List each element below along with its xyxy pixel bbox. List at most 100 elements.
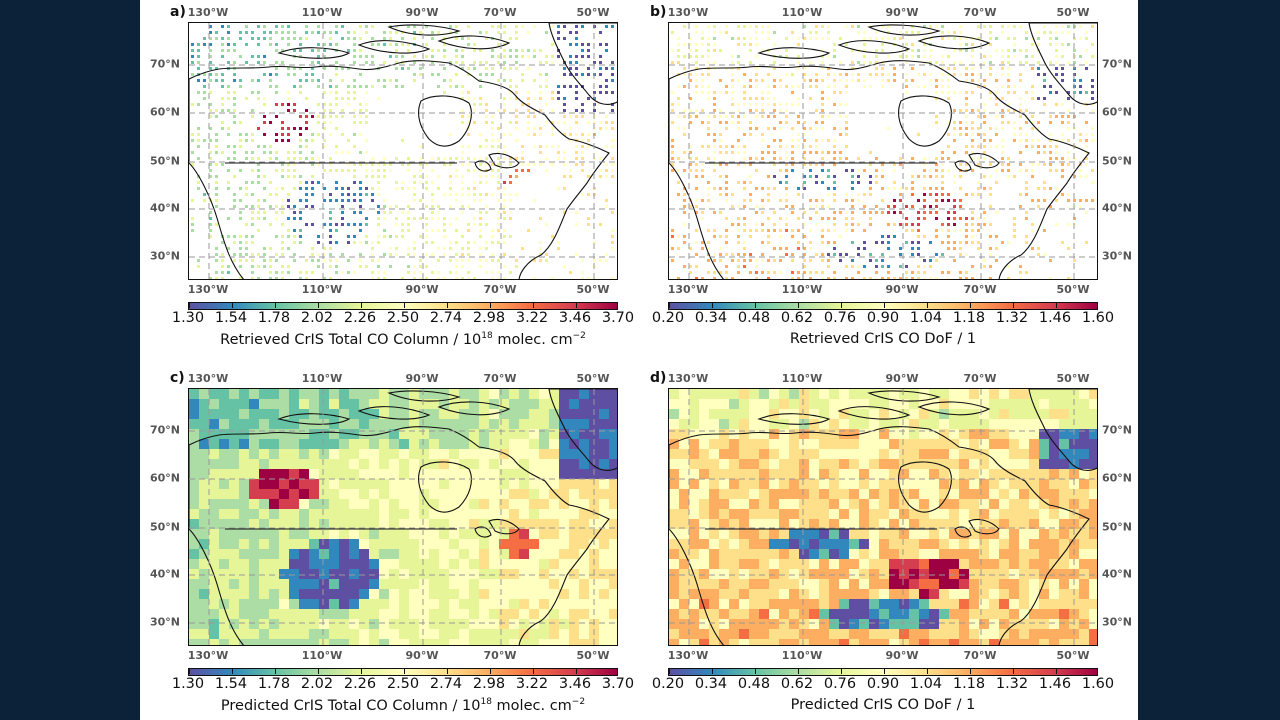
colorbar-tick (1013, 669, 1014, 674)
colorbar-tick (1056, 669, 1057, 674)
colorbar-tick (404, 669, 405, 674)
lat-label: 40°N (150, 201, 181, 215)
lon-label-bottom: 90°W (885, 283, 919, 296)
lat-label: 70°N (150, 57, 181, 71)
colorbar-title-exponent: 18 (480, 697, 492, 707)
colorbar-tick-label: 1.60 (1081, 310, 1115, 326)
lon-label-bottom: 50°W (576, 283, 610, 296)
colorbar-tick-label: 2.50 (386, 310, 420, 326)
lon-label-bottom: 90°W (405, 649, 439, 662)
lat-label: 30°N (150, 615, 181, 629)
colorbar-title-text: Predicted CrIS Total CO Column / 10 (220, 697, 481, 714)
colorbar-tick-label: 0.20 (651, 310, 685, 326)
lon-label-bottom: 50°W (1056, 649, 1090, 662)
colorbar-tick-label: 2.98 (472, 310, 506, 326)
lat-label: 70°N (150, 423, 181, 437)
lon-label-bottom: 130°W (187, 283, 229, 296)
colorbar-tick (755, 303, 756, 308)
colorbar-title-text: Retrieved CrIS Total CO Column / 10 (220, 331, 482, 348)
colorbar-tick-label: 2.50 (386, 676, 420, 692)
colorbar-tick (232, 669, 233, 674)
colorbar-tick-label: 0.76 (823, 310, 857, 326)
colorbar-tick-label: 1.60 (1081, 676, 1115, 692)
map-frame (668, 22, 1098, 280)
lon-label-bottom: 90°W (405, 283, 439, 296)
figure: a) 130°W 130°W 110°W 110°W 90°W 90°W 70°W 70°W 50… (140, 0, 1138, 720)
lon-label-bottom: 70°W (483, 283, 517, 296)
colorbar-tick-label: 2.02 (300, 676, 334, 692)
colorbar-tick (361, 303, 362, 308)
colorbar-tick (841, 303, 842, 308)
colorbar-tick (576, 669, 577, 674)
panel-letter: d) (650, 370, 667, 386)
lon-label-top: 90°W (405, 6, 439, 19)
colorbar-tick (189, 669, 190, 674)
colorbar-tick (490, 669, 491, 674)
lat-label: 40°N (1102, 567, 1133, 581)
lon-label-bottom: 110°W (301, 283, 343, 296)
colorbar-tick (617, 303, 618, 308)
colorbar-tick-label: 1.32 (995, 310, 1029, 326)
colorbar-tick-label: 2.74 (429, 310, 463, 326)
colorbar-tick-label: 2.74 (429, 676, 463, 692)
lat-label: 60°N (150, 471, 181, 485)
colorbar-tick-label: 3.46 (558, 676, 592, 692)
colorbar-tick-label: 1.54 (214, 310, 248, 326)
map-canvas (189, 389, 617, 645)
lon-label-bottom: 70°W (963, 283, 997, 296)
lon-label-top: 90°W (885, 6, 919, 19)
lat-label: 50°N (150, 154, 181, 168)
lon-label-top: 70°W (963, 6, 997, 19)
colorbar-tick (1097, 669, 1098, 674)
colorbar-tick-label: 0.48 (737, 676, 771, 692)
lat-label: 50°N (1102, 520, 1133, 534)
colorbar-tick-label: 0.34 (694, 310, 728, 326)
panel-letter: b) (650, 4, 667, 20)
lon-label-top: 50°W (576, 372, 610, 385)
colorbar-tick-label: 1.30 (171, 676, 205, 692)
map-canvas (669, 23, 1097, 279)
lon-label-top: 130°W (187, 372, 229, 385)
colorbar-tick (1056, 303, 1057, 308)
colorbar-tick (189, 303, 190, 308)
colorbar-tick (232, 303, 233, 308)
colorbar-title-unit: molec. cm (492, 331, 573, 348)
colorbar-tick (798, 303, 799, 308)
colorbar-tick-label: 0.20 (651, 676, 685, 692)
lat-label: 30°N (1102, 615, 1133, 629)
colorbar-tick (927, 303, 928, 308)
colorbar-tick (533, 303, 534, 308)
colorbar-title-exponent: 18 (481, 331, 493, 341)
colorbar-tick-label: 1.54 (214, 676, 248, 692)
colorbar-tick-label: 2.26 (343, 676, 377, 692)
colorbar-title: Retrieved CrIS CO DoF / 1 (790, 331, 976, 347)
colorbar-tick (1013, 303, 1014, 308)
lon-label-top: 70°W (483, 6, 517, 19)
colorbar-tick (970, 669, 971, 674)
colorbar-tick-label: 2.26 (343, 310, 377, 326)
colorbar-tick (447, 303, 448, 308)
colorbar-tick-label: 1.18 (952, 676, 986, 692)
colorbar-tick-label: 1.18 (952, 310, 986, 326)
colorbar-tick-label: 1.46 (1038, 676, 1072, 692)
lon-label-bottom: 110°W (781, 649, 823, 662)
colorbar-tick (576, 303, 577, 308)
colorbar-title-unit-exponent: −2 (572, 331, 586, 341)
colorbar-tick-label: 0.62 (780, 310, 814, 326)
lon-label-bottom: 90°W (885, 649, 919, 662)
lon-label-top: 50°W (1056, 372, 1090, 385)
lon-label-top: 110°W (781, 6, 823, 19)
lon-label-top: 110°W (301, 6, 343, 19)
panel-letter: c) (170, 370, 185, 386)
lon-label-bottom: 110°W (301, 649, 343, 662)
colorbar (668, 302, 1098, 310)
colorbar-tick (970, 303, 971, 308)
colorbar-tick-label: 0.90 (866, 676, 900, 692)
map-frame (188, 22, 618, 280)
colorbar-title-text: Predicted CrIS CO DoF / 1 (790, 697, 976, 713)
colorbar-tick (712, 669, 713, 674)
lon-label-bottom: 50°W (576, 649, 610, 662)
lon-label-top: 110°W (301, 372, 343, 385)
lon-label-bottom: 70°W (483, 649, 517, 662)
lat-label: 60°N (1102, 105, 1133, 119)
